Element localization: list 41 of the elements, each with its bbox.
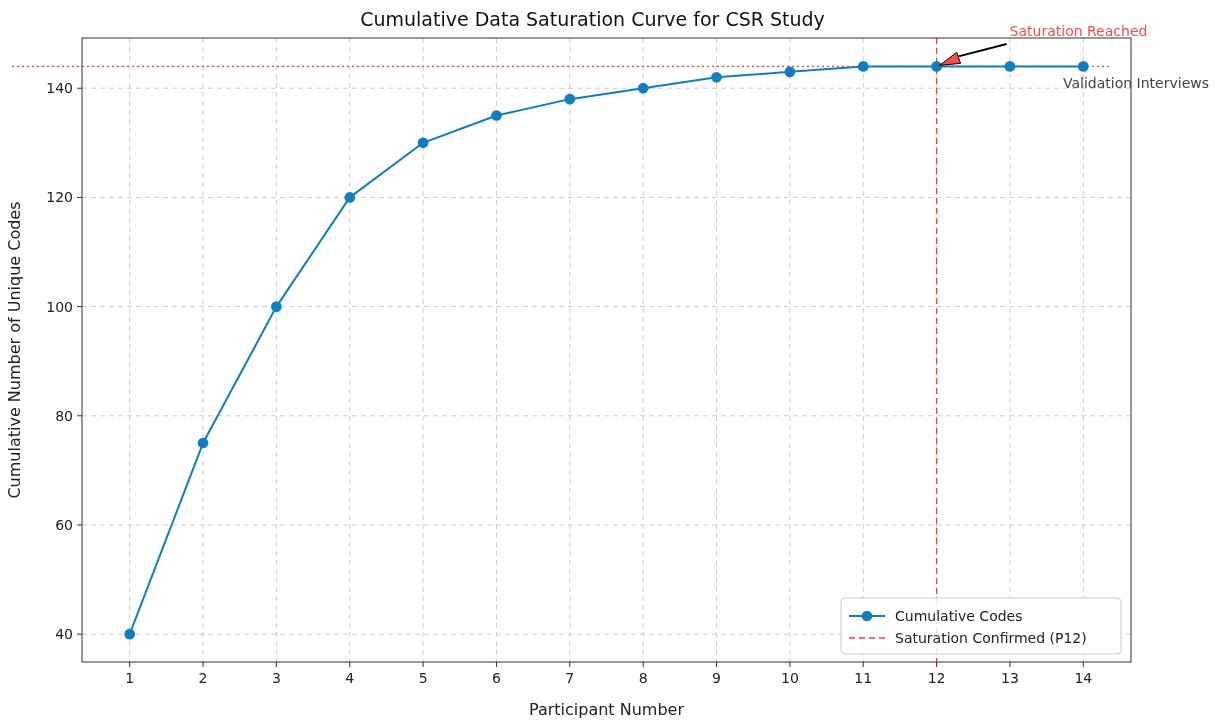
point [857, 61, 869, 72]
point [271, 301, 282, 312]
point [637, 82, 649, 94]
y-tick-label: 100 [46, 298, 73, 315]
x-tick-label: 11 [854, 670, 873, 686]
point [784, 66, 796, 78]
point [124, 628, 136, 640]
point [344, 192, 356, 203]
chart-title: Cumulative Data Saturation Curve for CSR Study [360, 8, 825, 30]
x-tick-label: 5 [418, 670, 428, 686]
y-tick-label: 40 [55, 626, 73, 643]
x-tick-label: 10 [780, 670, 799, 686]
annotation: Validation Interviews [1063, 75, 1209, 91]
point [417, 137, 429, 149]
point [931, 61, 942, 72]
point [197, 437, 209, 449]
x-tick-label: 3 [271, 670, 281, 686]
x-tick-label: 6 [492, 670, 501, 686]
ref-line-label: Saturation Confirmed (P12) [895, 630, 1087, 646]
y-tick-label: 120 [46, 189, 73, 206]
x-axis-title: Participant Number [528, 700, 685, 719]
x-tick-label: 4 [345, 670, 355, 686]
point [711, 71, 722, 83]
x-tick-label: 14 [1074, 670, 1093, 686]
x-tick-label: 2 [198, 670, 208, 686]
x-tick-label: 7 [565, 670, 575, 686]
x-tick-label: 13 [1001, 670, 1019, 686]
legend-label: Cumulative Codes [895, 608, 1023, 624]
x-tick-label: 12 [927, 670, 946, 686]
point [491, 110, 502, 121]
y-tick-label: 80 [55, 407, 73, 424]
y-tick-label: 60 [55, 516, 73, 533]
x-tick-label: 8 [638, 670, 648, 686]
y-tick-label: 140 [46, 80, 73, 97]
annotation: Saturation Reached [1009, 23, 1148, 39]
y-axis-title: Cumulative Number of Unique Codes [5, 201, 24, 499]
point [564, 93, 576, 105]
x-tick-label: 1 [125, 670, 135, 686]
point [1077, 61, 1089, 72]
point [1004, 61, 1016, 72]
x-tick-label: 9 [712, 670, 721, 686]
